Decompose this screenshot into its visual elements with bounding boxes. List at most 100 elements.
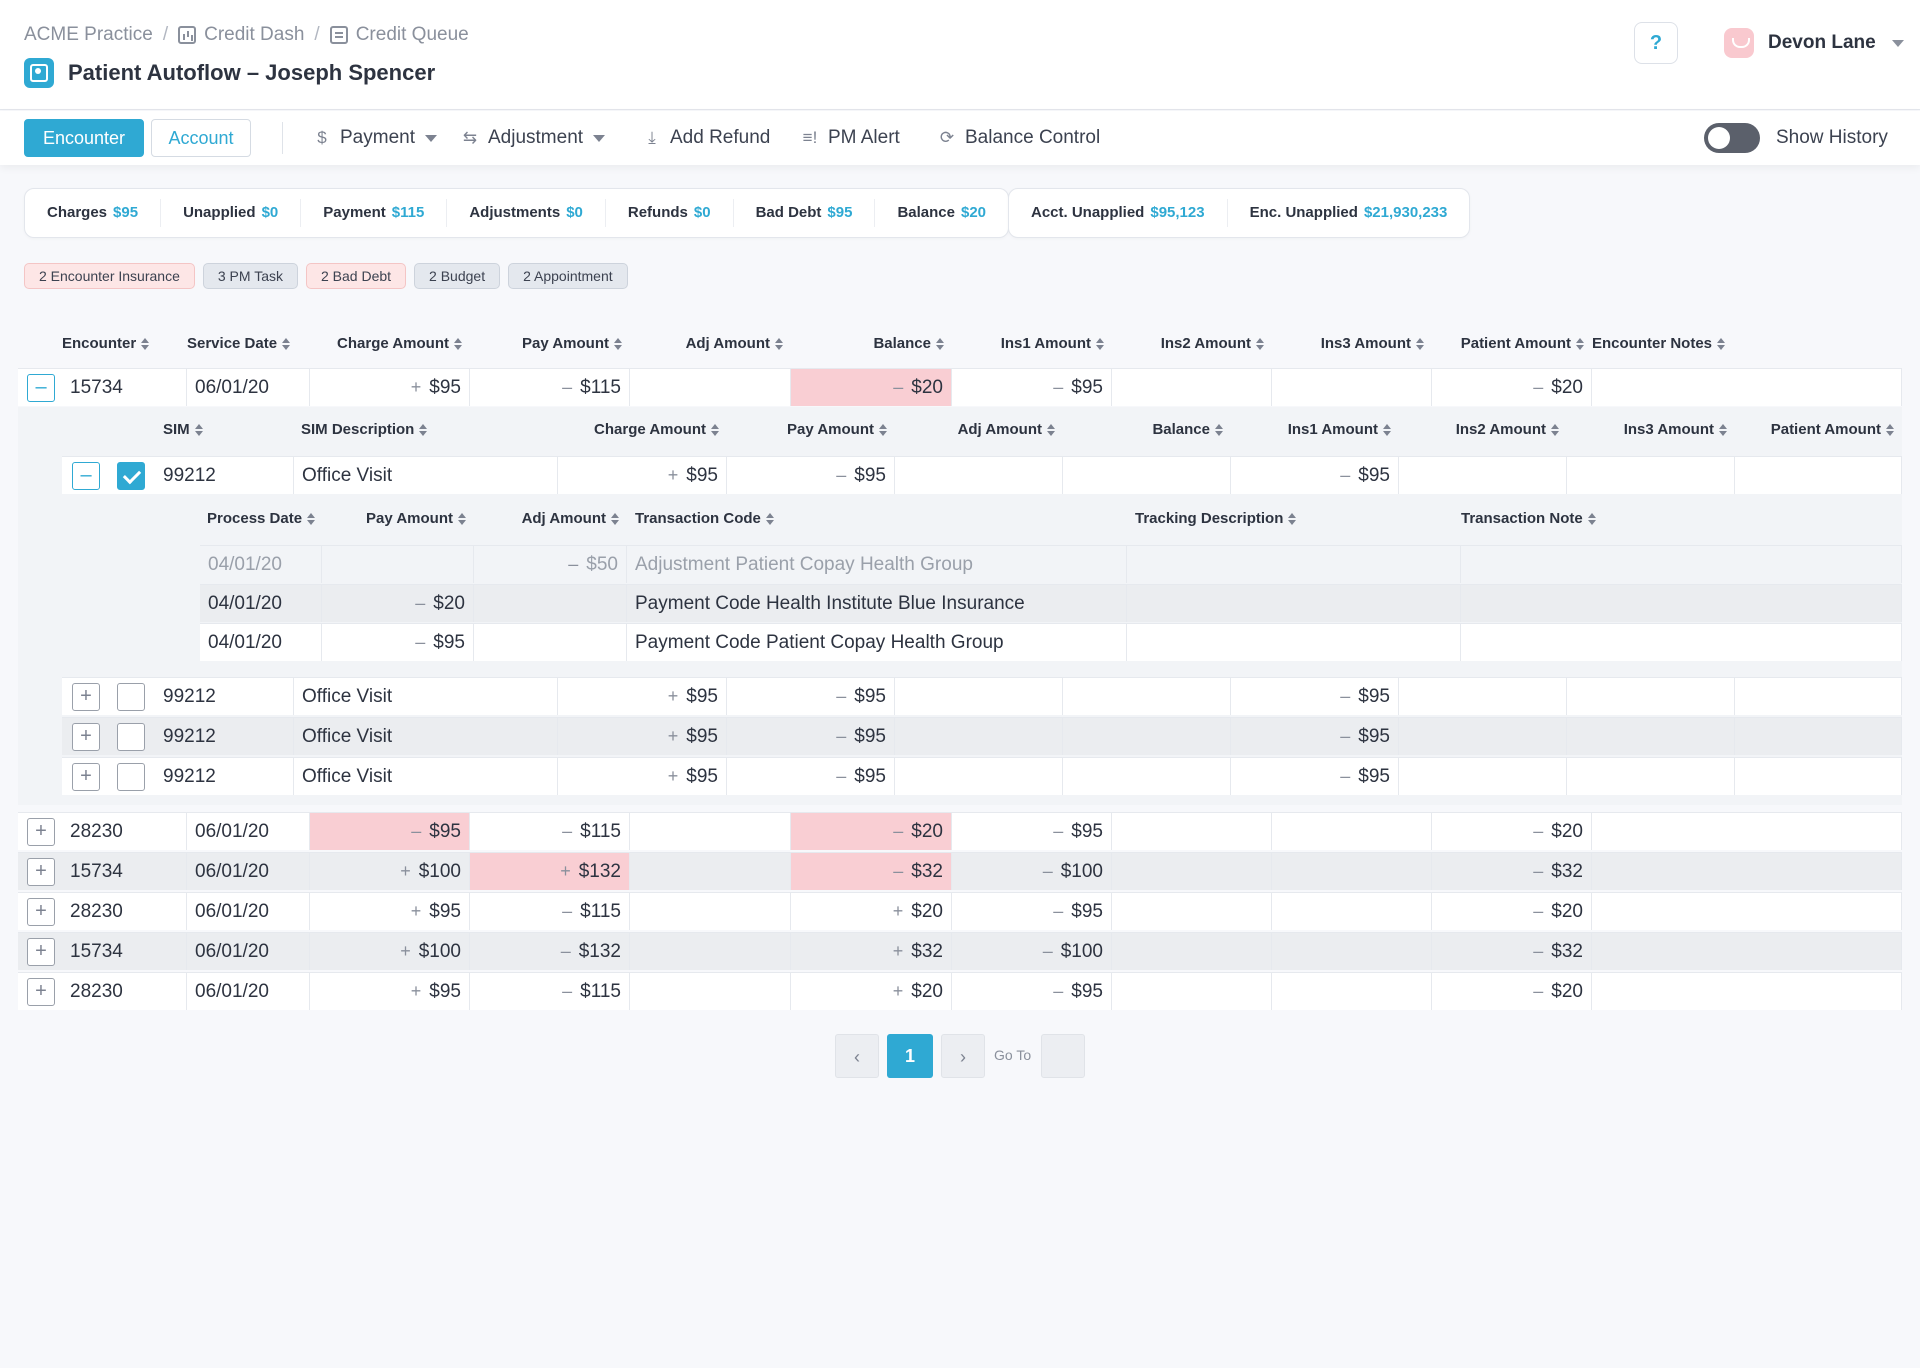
tab-encounter[interactable]: Encounter [24,119,144,157]
sim-select-checkbox[interactable] [117,723,145,751]
sort-icon[interactable] [1416,337,1424,350]
expand-row-button[interactable]: + [27,978,55,1006]
column-header-label[interactable]: Pay Amount [366,510,453,527]
sort-icon[interactable] [1886,423,1894,436]
breadcrumb-credit-dash[interactable]: Credit Dash [178,24,304,46]
page-button-current[interactable]: 1 [887,1034,933,1078]
sim-row[interactable]: –99212 Office Visit + $95– $95– $95 [62,456,1902,494]
sort-icon[interactable] [1587,512,1596,525]
pm-alert-button[interactable]: ≡! PM Alert [800,123,900,153]
column-header[interactable]: Balance [552,335,952,352]
column-header[interactable]: Charge Amount [70,335,470,352]
user-name[interactable]: Devon Lane [1768,32,1876,53]
show-history-toggle[interactable] [1704,123,1760,153]
sort-icon[interactable] [611,512,619,525]
table-row[interactable]: +28230 06/01/20 + $95– $115 + $20– $95– $20 [18,972,1902,1010]
table-row[interactable]: –15734 06/01/20 + $95– $115– $20– $95– $20 [18,368,1902,406]
column-header[interactable]: Patient Amount [1192,335,1592,352]
avatar[interactable] [1724,28,1754,58]
column-header[interactable]: Pay Amount [74,510,474,527]
column-header-label[interactable]: Service Date [187,335,278,352]
sim-row[interactable]: +99212 Office Visit + $95– $95– $95 [62,757,1902,795]
sort-icon[interactable] [614,337,622,350]
sort-icon[interactable] [458,512,466,525]
column-header-label[interactable]: Charge Amount [594,421,706,438]
column-header-label[interactable]: Ins3 Amount [1320,335,1411,352]
sort-icon[interactable] [141,337,150,350]
column-header[interactable]: Ins1 Amount [999,421,1399,438]
column-header-label[interactable]: Charge Amount [337,335,449,352]
column-header[interactable]: Ins2 Amount [1167,421,1567,438]
breadcrumb-credit-queue-label[interactable]: Credit Queue [355,24,469,45]
expand-sim-button[interactable]: + [72,763,100,791]
sort-icon[interactable] [1576,337,1584,350]
expand-sim-button[interactable]: + [72,683,100,711]
expand-row-button[interactable]: + [27,898,55,926]
column-header[interactable]: Encounter Notes [1592,335,1726,352]
sort-icon[interactable] [1096,337,1104,350]
column-header[interactable]: Ins2 Amount [872,335,1272,352]
column-header-label[interactable]: Encounter Notes [1592,335,1713,352]
sort-icon[interactable] [711,423,719,436]
adjustment-menu-button[interactable]: ⇆ Adjustment [460,123,606,153]
breadcrumb-credit-dash-label[interactable]: Credit Dash [204,24,305,45]
user-menu[interactable]: Devon Lane [1724,28,1904,58]
column-header-label[interactable]: Adj Amount [521,510,606,527]
column-header[interactable]: Charge Amount [327,421,727,438]
column-header[interactable]: Patient Amount [1502,421,1902,438]
sim-select-checkbox[interactable] [117,462,145,490]
sort-icon[interactable] [1719,423,1727,436]
chevron-down-icon[interactable] [1891,39,1904,47]
prev-page-button[interactable]: ‹ [835,1034,879,1078]
column-header[interactable]: SIM [163,421,203,438]
column-header[interactable]: Adj Amount [663,421,1063,438]
column-header-label[interactable]: Transaction Code [635,510,761,527]
sort-icon[interactable] [1383,423,1391,436]
column-header[interactable]: Balance [831,421,1231,438]
column-header[interactable]: Ins3 Amount [1335,421,1735,438]
column-header-label[interactable]: SIM [163,421,190,438]
status-badge[interactable]: 2 Budget [414,263,501,289]
payment-menu-button[interactable]: $ Payment [312,123,437,153]
column-header-label[interactable]: Balance [1152,421,1210,438]
expand-row-button[interactable]: + [27,818,55,846]
sort-icon[interactable] [765,512,774,525]
sort-icon[interactable] [775,337,783,350]
sort-icon[interactable] [1256,337,1264,350]
column-header[interactable]: SIM Description [301,421,428,438]
table-row[interactable]: +15734 06/01/20 + $100 + $132– $32– $100– $32 [18,852,1902,890]
column-header[interactable]: Encounter [62,335,150,352]
column-header[interactable]: Transaction Code [635,510,774,527]
expand-sim-button[interactable]: + [72,723,100,751]
sort-icon[interactable] [307,512,316,525]
status-badge[interactable]: 2 Appointment [508,263,628,289]
column-header-label[interactable]: Balance [873,335,931,352]
column-header[interactable]: Tracking Description [1135,510,1297,527]
column-header[interactable]: Ins3 Amount [1032,335,1432,352]
sort-icon[interactable] [454,337,462,350]
help-button[interactable]: ? [1634,22,1678,64]
column-header-label[interactable]: Adj Amount [685,335,770,352]
column-header[interactable]: Process Date [207,510,316,527]
column-header[interactable]: Adj Amount [227,510,627,527]
sim-select-checkbox[interactable] [117,763,145,791]
column-header-label[interactable]: Adj Amount [957,421,1042,438]
column-header-label[interactable]: Tracking Description [1135,510,1284,527]
expand-row-button[interactable]: + [27,938,55,966]
column-header-label[interactable]: Process Date [207,510,303,527]
sim-row[interactable]: +99212 Office Visit + $95– $95– $95 [62,717,1902,755]
breadcrumb-practice-label[interactable]: ACME Practice [24,24,153,45]
column-header-label[interactable]: Encounter [62,335,137,352]
tab-account[interactable]: Account [151,119,251,157]
column-header-label[interactable]: Transaction Note [1461,510,1583,527]
sort-icon[interactable] [1288,512,1297,525]
table-row[interactable]: +15734 06/01/20 + $100– $132 + $32– $100– $32 [18,932,1902,970]
sort-icon[interactable] [879,423,887,436]
column-header[interactable]: Pay Amount [230,335,630,352]
sort-icon[interactable] [936,337,944,350]
sort-icon[interactable] [194,423,203,436]
table-row[interactable]: +28230 06/01/20– $95– $115– $20– $95– $20 [18,812,1902,850]
show-history-label[interactable]: Show History [1776,127,1888,148]
column-header[interactable]: Adj Amount [391,335,791,352]
column-header-label[interactable]: Ins3 Amount [1623,421,1714,438]
